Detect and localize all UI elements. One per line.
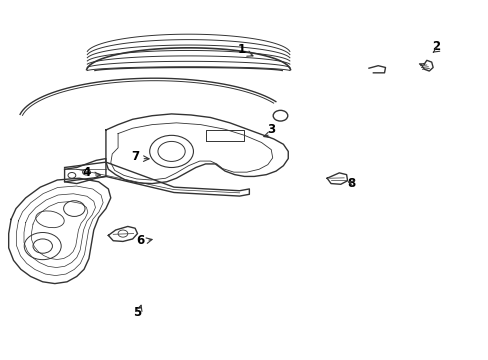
Text: 1: 1 <box>238 43 245 56</box>
Text: 4: 4 <box>82 166 90 179</box>
Text: 6: 6 <box>136 234 144 247</box>
Text: 3: 3 <box>266 123 275 136</box>
Text: 2: 2 <box>431 40 440 53</box>
Text: 8: 8 <box>346 177 355 190</box>
Text: 5: 5 <box>133 306 142 319</box>
Text: 7: 7 <box>131 150 139 163</box>
